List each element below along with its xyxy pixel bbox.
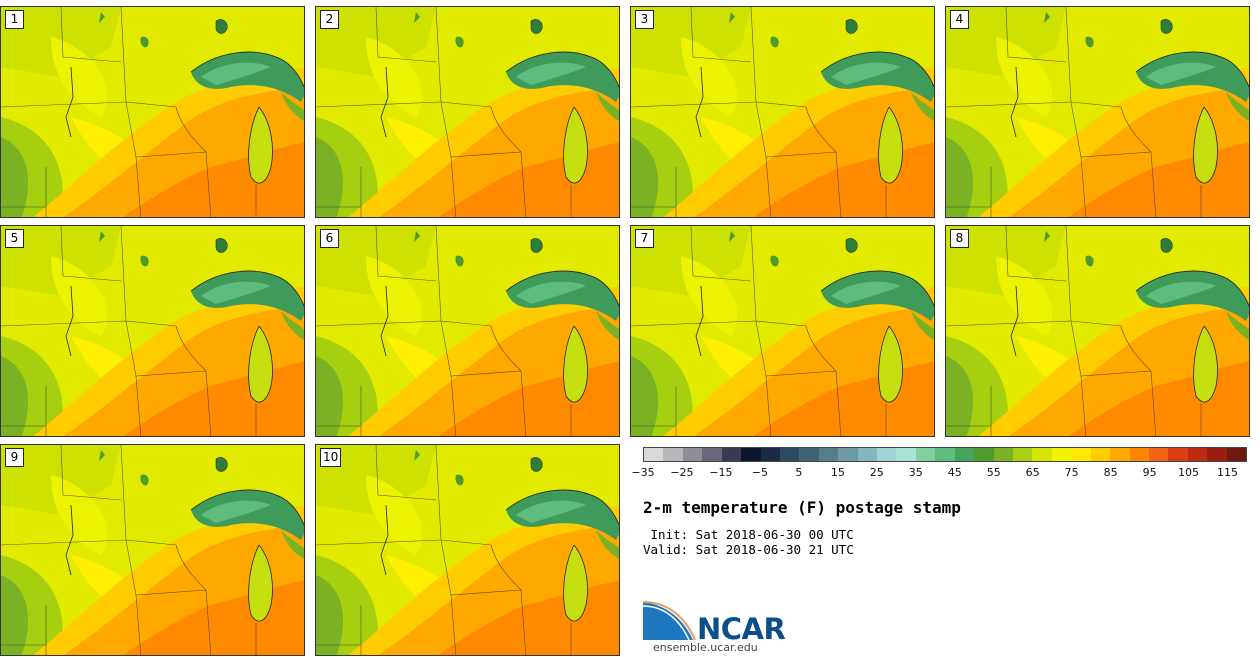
member-number-label: 9 <box>5 448 24 467</box>
temperature-map <box>631 7 934 217</box>
colorbar-swatch <box>838 448 858 461</box>
colorbar-tick: 5 <box>795 466 803 479</box>
colorbar-tick: 95 <box>1142 466 1157 479</box>
colorbar-swatch <box>1187 448 1208 461</box>
colorbar-tick: 65 <box>1025 466 1040 479</box>
colorbar-swatch <box>877 448 897 461</box>
colorbar-tick: 115 <box>1217 466 1239 479</box>
colorbar-swatch <box>1110 448 1130 461</box>
colorbar-swatch <box>799 448 819 461</box>
map-panel-4: 4 <box>945 6 1250 218</box>
colorbar-tick-labels: −35 −25 −15 −5 5 15 25 35 45 55 65 75 85 95 105 115 <box>631 466 1247 482</box>
colorbar-swatch <box>1226 448 1247 461</box>
colorbar-tick: −35 <box>631 466 655 479</box>
colorbar-swatch <box>760 448 780 461</box>
member-number-label: 6 <box>320 229 339 248</box>
map-panel-3: 3 <box>630 6 935 218</box>
colorbar-swatch <box>741 448 761 461</box>
colorbar-tick: 25 <box>869 466 884 479</box>
colorbar-swatch <box>779 448 800 461</box>
colorbar-swatch <box>1051 448 1072 461</box>
member-number-label: 5 <box>5 229 24 248</box>
colorbar-tick: 85 <box>1103 466 1118 479</box>
map-panel-2: 2 <box>315 6 620 218</box>
colorbar-tick: 15 <box>830 466 845 479</box>
colorbar-swatch <box>721 448 742 461</box>
colorbar-tick: −25 <box>670 466 694 479</box>
ncar-logo-icon <box>643 601 696 641</box>
colorbar-swatch <box>1129 448 1149 461</box>
member-number-label: 8 <box>950 229 969 248</box>
colorbar-swatch <box>818 448 839 461</box>
colorbar-swatch <box>896 448 916 461</box>
temperature-map <box>631 226 934 436</box>
map-panel-9: 9 <box>0 444 305 656</box>
colorbar-swatch <box>1148 448 1169 461</box>
member-number-label: 10 <box>320 448 342 467</box>
temperature-map <box>316 445 619 655</box>
colorbar-swatch <box>1071 448 1091 461</box>
plot-title: 2-m temperature (F) postage stamp <box>643 498 961 517</box>
member-number-label: 3 <box>635 10 654 29</box>
colorbar-swatch <box>954 448 975 461</box>
colorbar-swatch <box>682 448 703 461</box>
colorbar-tick: 35 <box>908 466 923 479</box>
colorbar-swatch <box>702 448 722 461</box>
colorbar-swatch <box>1090 448 1111 461</box>
temperature-map <box>1 226 304 436</box>
colorbar-tick: 55 <box>986 466 1001 479</box>
member-number-label: 2 <box>320 10 339 29</box>
colorbar-tick: 105 <box>1178 466 1200 479</box>
colorbar-tick: −15 <box>709 466 733 479</box>
colorbar-swatch <box>1168 448 1188 461</box>
temperature-map <box>946 226 1249 436</box>
temperature-map <box>316 7 619 217</box>
temperature-colorbar <box>643 447 1247 462</box>
colorbar-swatch <box>1032 448 1052 461</box>
map-panel-10: 10 <box>315 444 620 656</box>
colorbar-swatch <box>857 448 878 461</box>
map-panel-6: 6 <box>315 225 620 437</box>
colorbar-swatch <box>1013 448 1033 461</box>
colorbar-tick: 45 <box>947 466 962 479</box>
colorbar-swatch <box>644 448 664 461</box>
member-number-label: 7 <box>635 229 654 248</box>
member-number-label: 1 <box>5 10 24 29</box>
map-panel-5: 5 <box>0 225 305 437</box>
colorbar-swatch <box>993 448 1014 461</box>
map-panel-7: 7 <box>630 225 935 437</box>
temperature-map <box>1 445 304 655</box>
map-panel-1: 1 <box>0 6 305 218</box>
colorbar-tick: 75 <box>1064 466 1079 479</box>
colorbar-swatch <box>663 448 683 461</box>
init-time: Init: Sat 2018-06-30 00 UTC <box>643 527 854 542</box>
valid-time: Valid: Sat 2018-06-30 21 UTC <box>643 542 854 557</box>
colorbar-swatch <box>935 448 955 461</box>
colorbar-swatch <box>915 448 936 461</box>
ncar-logo-text: NCAR <box>697 612 786 646</box>
temperature-map <box>316 226 619 436</box>
colorbar-tick: −5 <box>751 466 768 479</box>
map-panel-8: 8 <box>945 225 1250 437</box>
temperature-map <box>946 7 1249 217</box>
colorbar-swatch <box>1207 448 1227 461</box>
colorbar-swatch <box>974 448 994 461</box>
ensemble-url[interactable]: ensemble.ucar.edu <box>653 641 758 654</box>
member-number-label: 4 <box>950 10 969 29</box>
temperature-map <box>1 7 304 217</box>
